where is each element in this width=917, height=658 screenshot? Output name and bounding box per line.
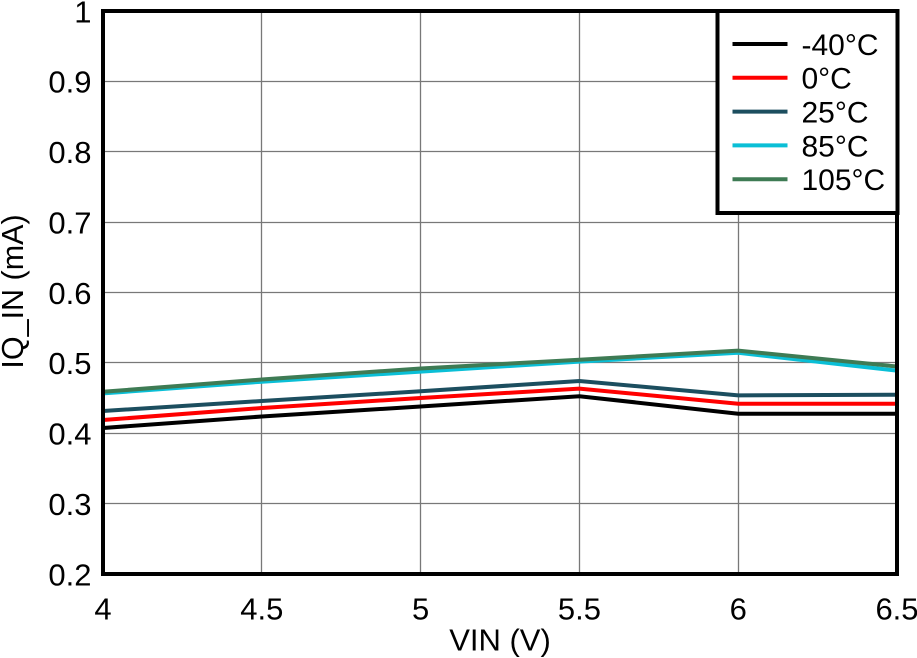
svg-text:6: 6 xyxy=(730,592,747,627)
svg-text:4.5: 4.5 xyxy=(240,592,283,627)
svg-text:5.5: 5.5 xyxy=(558,592,601,627)
svg-text:85°C: 85°C xyxy=(802,130,869,163)
svg-text:5: 5 xyxy=(412,592,429,627)
svg-text:0.8: 0.8 xyxy=(48,135,91,170)
svg-text:-40°C: -40°C xyxy=(802,29,879,62)
svg-text:IQ_IN (mA): IQ_IN (mA) xyxy=(0,214,30,368)
svg-text:0.7: 0.7 xyxy=(48,205,91,240)
svg-text:0.6: 0.6 xyxy=(48,276,91,311)
svg-text:0.3: 0.3 xyxy=(48,487,91,522)
svg-text:6.5: 6.5 xyxy=(875,592,917,627)
svg-text:0.5: 0.5 xyxy=(48,346,91,381)
svg-text:0.9: 0.9 xyxy=(48,65,91,100)
svg-text:0°C: 0°C xyxy=(802,63,852,96)
svg-text:4: 4 xyxy=(94,592,111,627)
svg-text:105°C: 105°C xyxy=(802,164,886,197)
svg-text:25°C: 25°C xyxy=(802,97,869,130)
svg-text:0.4: 0.4 xyxy=(48,417,91,452)
svg-text:VIN (V): VIN (V) xyxy=(449,623,551,658)
svg-text:1: 1 xyxy=(74,0,91,29)
svg-text:0.2: 0.2 xyxy=(48,557,91,592)
